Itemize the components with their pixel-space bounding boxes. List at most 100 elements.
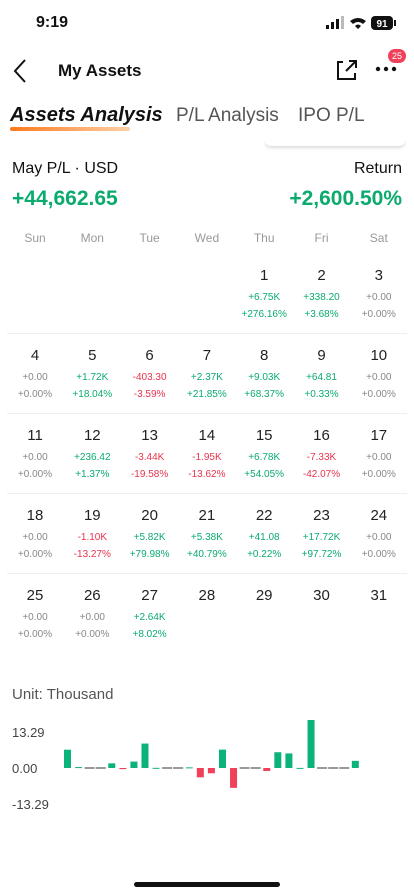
bar bbox=[75, 767, 83, 769]
bar bbox=[196, 768, 204, 778]
status-time: 9:19 bbox=[36, 14, 69, 31]
day-number: 10 bbox=[370, 347, 388, 364]
day-pl: -1.95K bbox=[192, 452, 222, 463]
day-return: +8.02% bbox=[132, 629, 167, 640]
day-pl: +0.00 bbox=[366, 532, 392, 543]
day-number: 26 bbox=[83, 587, 101, 604]
day-number: 5 bbox=[88, 347, 97, 364]
day-pl: +64.81 bbox=[306, 372, 337, 383]
day-pl: +0.00 bbox=[366, 452, 392, 463]
bar bbox=[239, 767, 250, 769]
bar bbox=[185, 767, 193, 769]
day-pl: +0.00 bbox=[22, 612, 48, 623]
day-return: +276.16% bbox=[241, 309, 287, 320]
day-pl: +0.00 bbox=[22, 452, 48, 463]
tab-active[interactable]: Assets Analysis bbox=[10, 104, 163, 126]
day-return: +0.00% bbox=[75, 629, 110, 640]
day-number: 22 bbox=[255, 507, 273, 524]
bar bbox=[152, 767, 160, 769]
day-number: 9 bbox=[317, 347, 326, 364]
day-return: -19.58% bbox=[130, 469, 169, 480]
day-return: +79.98% bbox=[129, 549, 170, 560]
day-number: 7 bbox=[202, 347, 212, 364]
weekday: Mon bbox=[80, 231, 104, 245]
day-return: -42.07% bbox=[302, 469, 341, 480]
day-return: +40.79% bbox=[187, 549, 227, 560]
day-pl: +1.72K bbox=[76, 372, 109, 383]
day-return: +18.04% bbox=[72, 389, 113, 400]
bar bbox=[84, 767, 95, 769]
day-number: 28 bbox=[198, 587, 216, 604]
day-pl: +338.20 bbox=[303, 292, 340, 303]
day-number: 4 bbox=[30, 347, 40, 364]
bar bbox=[141, 743, 149, 768]
bar bbox=[250, 767, 261, 769]
y-tick-label: 0.00 bbox=[12, 761, 37, 776]
day-return: +97.72% bbox=[301, 549, 342, 560]
back-button[interactable] bbox=[10, 58, 30, 84]
period-label: May P/L · USD bbox=[12, 160, 119, 177]
row-divider bbox=[7, 493, 407, 494]
day-return: +0.00% bbox=[361, 549, 396, 560]
bar bbox=[339, 767, 350, 769]
return-value: +2,600.50% bbox=[289, 187, 402, 210]
day-pl: +9.03K bbox=[248, 372, 281, 383]
day-number: 18 bbox=[26, 507, 44, 524]
bar bbox=[285, 753, 293, 768]
day-number: 29 bbox=[255, 587, 273, 604]
day-return: +1.37% bbox=[75, 469, 110, 480]
day-return: +21.85% bbox=[187, 389, 227, 400]
day-pl: -3.44K bbox=[134, 452, 165, 463]
bar bbox=[218, 749, 226, 768]
bar bbox=[351, 760, 359, 768]
bar bbox=[274, 752, 282, 768]
day-pl: +5.82K bbox=[133, 532, 166, 543]
day-number: 1 bbox=[260, 267, 269, 284]
tab-underline bbox=[10, 127, 130, 131]
day-return: +0.00% bbox=[17, 389, 53, 400]
tab[interactable]: P/L Analysis bbox=[176, 105, 279, 126]
bar bbox=[173, 767, 184, 769]
day-pl: +0.00 bbox=[366, 292, 392, 303]
day-number: 11 bbox=[27, 427, 43, 444]
day-pl: +6.75K bbox=[248, 292, 281, 303]
day-number: 17 bbox=[370, 427, 388, 444]
day-pl: -403.30 bbox=[132, 372, 167, 383]
bar bbox=[263, 768, 271, 771]
day-number: 25 bbox=[26, 587, 44, 604]
weekday: Thu bbox=[253, 231, 275, 245]
bar bbox=[307, 720, 315, 768]
bar bbox=[64, 749, 71, 768]
home-indicator bbox=[134, 882, 280, 887]
day-number: 12 bbox=[83, 427, 101, 444]
day-number: 30 bbox=[313, 587, 330, 604]
day-pl: +0.00 bbox=[22, 372, 48, 383]
share-button[interactable] bbox=[334, 57, 360, 83]
tab[interactable]: IPO P/L bbox=[298, 105, 365, 126]
day-return: -3.59% bbox=[133, 389, 166, 400]
y-tick-label: -13.29 bbox=[12, 797, 49, 812]
bar bbox=[230, 768, 238, 788]
day-number: 8 bbox=[260, 347, 269, 364]
day-pl: +6.78K bbox=[248, 452, 281, 463]
day-return: +54.05% bbox=[244, 469, 285, 480]
day-return: +0.00% bbox=[17, 469, 53, 480]
day-return: +0.00% bbox=[361, 469, 396, 480]
chart-title: Unit: Thousand bbox=[12, 686, 114, 703]
day-return: -13.62% bbox=[188, 469, 226, 480]
day-return: +0.22% bbox=[247, 549, 282, 560]
row-divider bbox=[7, 413, 407, 414]
day-pl: +236.42 bbox=[74, 452, 111, 463]
day-number: 13 bbox=[141, 427, 158, 444]
bar bbox=[328, 767, 339, 769]
more-button[interactable] bbox=[374, 64, 400, 74]
day-pl: +0.00 bbox=[366, 372, 392, 383]
bar bbox=[108, 763, 116, 768]
bar bbox=[317, 767, 328, 769]
day-pl: +0.00 bbox=[22, 532, 48, 543]
day-pl: +2.37K bbox=[190, 372, 223, 383]
weekday: Tue bbox=[139, 231, 160, 245]
day-return: +0.00% bbox=[361, 309, 396, 320]
